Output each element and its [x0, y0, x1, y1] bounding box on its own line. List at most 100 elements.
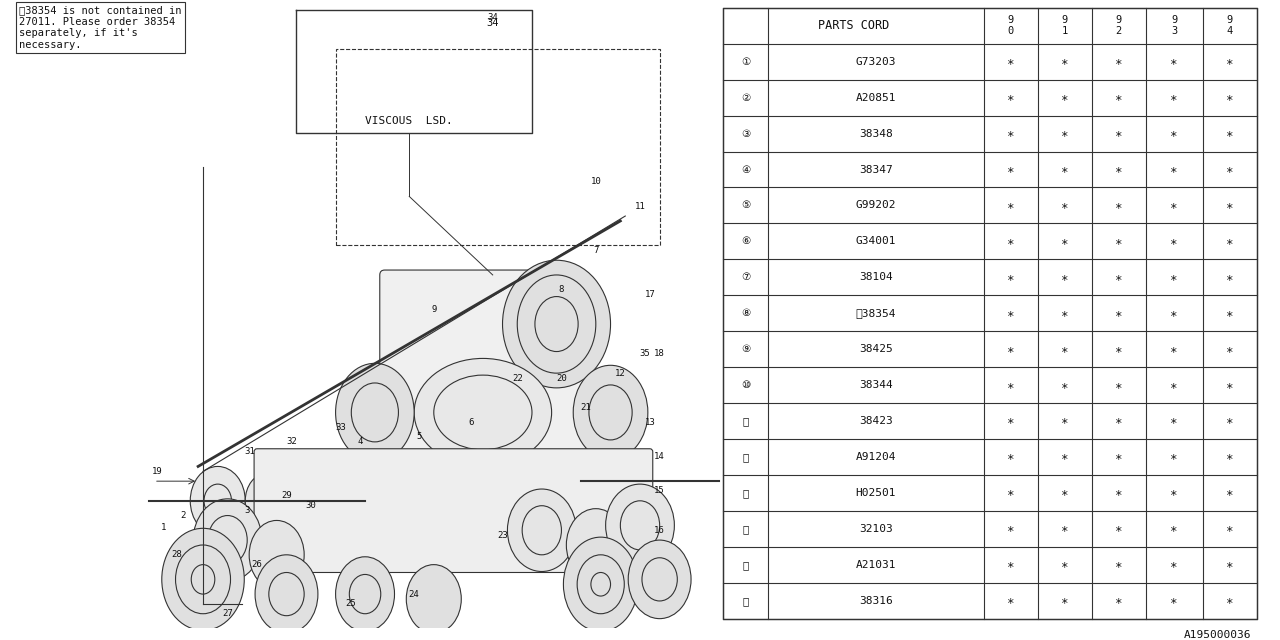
Ellipse shape	[573, 365, 648, 460]
Text: 3: 3	[244, 506, 250, 515]
Text: 2: 2	[180, 511, 186, 520]
Text: ∗: ∗	[1061, 307, 1069, 320]
FancyBboxPatch shape	[255, 449, 653, 573]
Text: ∗: ∗	[1061, 415, 1069, 428]
Text: ∗: ∗	[1226, 379, 1234, 392]
Text: ∗: ∗	[1170, 342, 1178, 356]
FancyBboxPatch shape	[380, 270, 586, 476]
Text: 9: 9	[431, 305, 436, 314]
Text: 20: 20	[556, 374, 567, 383]
Text: ④: ④	[741, 164, 750, 175]
Text: 5: 5	[416, 433, 421, 442]
Text: ∗: ∗	[1061, 342, 1069, 356]
Text: ∗: ∗	[1061, 55, 1069, 68]
Text: 7: 7	[593, 246, 599, 255]
Text: ∗: ∗	[1007, 558, 1015, 572]
Text: VISCOUS  LSD.: VISCOUS LSD.	[365, 116, 453, 125]
Text: G34001: G34001	[855, 236, 896, 246]
Text: 9
1: 9 1	[1061, 15, 1068, 36]
Text: ※38354 is not contained in
27011. Please order 38354
separately, if it's
necessa: ※38354 is not contained in 27011. Please…	[19, 5, 182, 50]
Text: ∗: ∗	[1007, 307, 1015, 320]
Text: ∗: ∗	[1226, 342, 1234, 356]
Text: 32: 32	[285, 437, 297, 446]
Text: ∗: ∗	[1115, 163, 1123, 176]
Text: ∗: ∗	[1115, 91, 1123, 104]
Text: ∗: ∗	[1226, 127, 1234, 140]
Text: ∗: ∗	[1226, 199, 1234, 212]
Text: ∗: ∗	[1007, 415, 1015, 428]
Text: ∗: ∗	[1226, 558, 1234, 572]
Text: 29: 29	[282, 492, 292, 500]
Text: 23: 23	[497, 531, 508, 540]
Text: ∗: ∗	[1115, 55, 1123, 68]
Text: ∗: ∗	[1061, 558, 1069, 572]
Text: ∗: ∗	[1007, 163, 1015, 176]
Text: ∗: ∗	[1007, 522, 1015, 535]
Text: ∗: ∗	[1226, 522, 1234, 535]
Text: ∗: ∗	[1061, 271, 1069, 284]
Text: 38344: 38344	[859, 380, 892, 390]
Text: ∗: ∗	[1007, 451, 1015, 463]
Text: ∗: ∗	[1170, 235, 1178, 248]
Text: ∗: ∗	[1170, 271, 1178, 284]
Ellipse shape	[191, 467, 246, 535]
Ellipse shape	[193, 499, 262, 581]
Text: 24: 24	[408, 589, 420, 598]
Text: G99202: G99202	[855, 200, 896, 211]
Text: ∗: ∗	[1170, 91, 1178, 104]
Text: ∗: ∗	[1170, 379, 1178, 392]
Text: ∗: ∗	[1061, 486, 1069, 499]
Text: ∗: ∗	[1170, 451, 1178, 463]
Text: ∗: ∗	[1061, 163, 1069, 176]
Ellipse shape	[566, 509, 625, 581]
Text: PARTS CORD: PARTS CORD	[818, 19, 890, 33]
Text: ∗: ∗	[1226, 235, 1234, 248]
Text: ∗: ∗	[1115, 558, 1123, 572]
Text: ∗: ∗	[1226, 486, 1234, 499]
Text: ⑥: ⑥	[741, 236, 750, 246]
Text: A195000036: A195000036	[1184, 630, 1252, 640]
Text: ①: ①	[741, 57, 750, 67]
Text: 1: 1	[161, 523, 166, 532]
Text: ∗: ∗	[1115, 235, 1123, 248]
Text: ∗: ∗	[1170, 522, 1178, 535]
Text: ∗: ∗	[1170, 127, 1178, 140]
Text: ∗: ∗	[1226, 271, 1234, 284]
Text: 32103: 32103	[859, 524, 892, 534]
Text: ∗: ∗	[1061, 594, 1069, 607]
Text: ⑯: ⑯	[742, 596, 749, 605]
Text: 34: 34	[486, 18, 499, 28]
Text: ∗: ∗	[1007, 342, 1015, 356]
Text: ⑦: ⑦	[741, 272, 750, 282]
Ellipse shape	[415, 358, 552, 467]
Text: ⑮: ⑮	[742, 560, 749, 570]
Text: ∗: ∗	[1115, 451, 1123, 463]
Text: ∗: ∗	[1170, 594, 1178, 607]
Text: ∗: ∗	[1226, 91, 1234, 104]
Text: ∗: ∗	[1061, 522, 1069, 535]
Text: ∗: ∗	[1170, 199, 1178, 212]
Text: ∗: ∗	[1061, 91, 1069, 104]
Text: 9
2: 9 2	[1116, 15, 1121, 36]
Ellipse shape	[605, 484, 675, 566]
Text: ⑪: ⑪	[742, 416, 749, 426]
Text: ∗: ∗	[1226, 163, 1234, 176]
Ellipse shape	[563, 537, 637, 632]
Text: ∗: ∗	[1007, 235, 1015, 248]
Text: 19: 19	[151, 467, 163, 476]
Text: 16: 16	[654, 526, 666, 535]
Text: ∗: ∗	[1115, 594, 1123, 607]
Text: 38347: 38347	[859, 164, 892, 175]
Text: ∗: ∗	[1061, 235, 1069, 248]
Text: 18: 18	[654, 349, 666, 358]
Text: 15: 15	[654, 486, 666, 495]
Text: ∗: ∗	[1226, 451, 1234, 463]
Text: 8: 8	[559, 285, 564, 294]
Text: ∗: ∗	[1115, 486, 1123, 499]
Text: A21031: A21031	[855, 560, 896, 570]
Ellipse shape	[255, 555, 317, 634]
Text: ∗: ∗	[1170, 558, 1178, 572]
Text: 33: 33	[335, 422, 346, 431]
Text: A20851: A20851	[855, 93, 896, 102]
Text: ∗: ∗	[1115, 127, 1123, 140]
